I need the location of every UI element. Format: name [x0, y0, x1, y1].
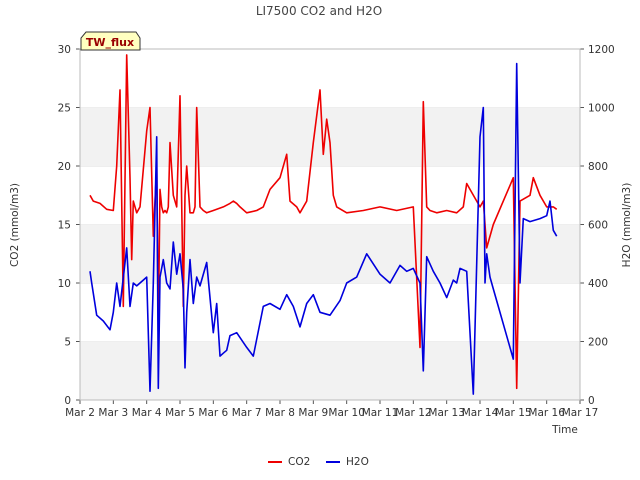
left-axis-ticks: 0 5 10 15 20 25 30 [58, 44, 80, 407]
right-tick-label: 0 [588, 395, 595, 407]
x-tick-label: Mar 14 [462, 407, 499, 419]
series-h2o-line [89, 62, 558, 395]
tw-flux-badge: TW_flux [80, 31, 141, 51]
x-tick-label: Mar 7 [232, 407, 262, 419]
x-tick-label: Mar 5 [165, 407, 195, 419]
x-tick-label: Mar 17 [562, 407, 599, 419]
tw-flux-label: TW_flux [86, 36, 134, 49]
right-tick-label: 400 [588, 278, 608, 290]
legend: CO2 H2O [268, 456, 369, 468]
series-co2-line [89, 54, 558, 390]
right-axis-ticks: 0 200 400 600 800 1000 1200 [580, 44, 615, 407]
x-tick-label: Mar 2 [65, 407, 95, 419]
x-axis-ticks: Mar 2 Mar 3 Mar 4 Mar 5 Mar 6 Mar 7 Mar 8 Mar 9… [65, 400, 598, 419]
series-lines [89, 54, 558, 395]
x-tick-label: Mar 4 [132, 407, 162, 419]
grid-band [80, 341, 580, 400]
right-axis-label: H2O (mmol/m3) [621, 183, 633, 268]
left-tick-label: 30 [58, 44, 71, 56]
grid-band [80, 107, 580, 166]
left-axis-label: CO2 (mmol/m3) [9, 183, 21, 267]
chart-title: LI7500 CO2 and H2O [256, 4, 382, 18]
x-tick-label: Mar 13 [428, 407, 465, 419]
left-tick-label: 5 [64, 337, 71, 349]
left-tick-label: 10 [58, 278, 71, 290]
grid-band [80, 49, 580, 108]
plot-frame [79, 48, 581, 401]
grid-bands [80, 48, 580, 400]
right-tick-label: 800 [588, 161, 608, 173]
legend-label-co2: CO2 [288, 456, 310, 468]
left-tick-label: 0 [64, 395, 71, 407]
right-tick-label: 200 [588, 337, 608, 349]
legend-label-h2o: H2O [346, 456, 369, 468]
x-tick-label: Mar 15 [495, 407, 532, 419]
right-tick-label: 1200 [588, 44, 615, 56]
x-tick-label: Mar 9 [298, 407, 328, 419]
x-tick-label: Mar 11 [362, 407, 399, 419]
x-tick-label: Mar 10 [328, 407, 365, 419]
x-tick-label: Mar 6 [198, 407, 228, 419]
left-tick-label: 15 [58, 220, 71, 232]
x-tick-label: Mar 8 [265, 407, 295, 419]
left-tick-label: 25 [58, 103, 71, 115]
right-tick-label: 1000 [588, 103, 615, 115]
grid-band [80, 224, 580, 283]
x-tick-label: Mar 16 [528, 407, 565, 419]
grid-band [80, 283, 580, 342]
right-tick-label: 600 [588, 220, 608, 232]
x-tick-label: Mar 3 [98, 407, 128, 419]
x-tick-label: Mar 12 [395, 407, 432, 419]
x-axis-label: Time [551, 424, 578, 436]
left-tick-label: 20 [58, 161, 71, 173]
